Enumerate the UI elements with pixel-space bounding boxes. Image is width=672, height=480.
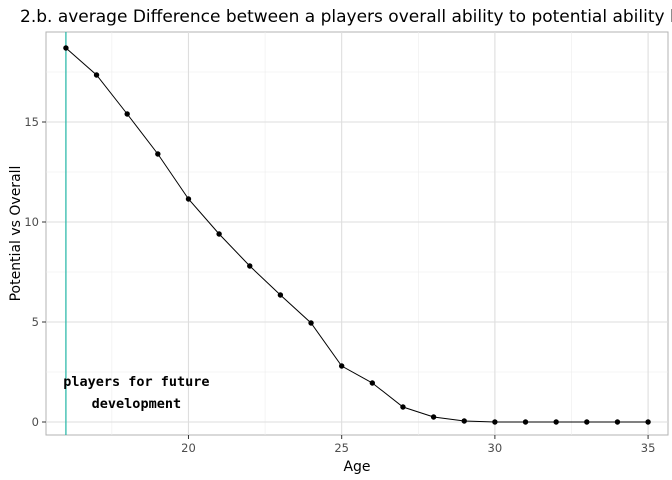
x-axis-title: Age (343, 459, 370, 475)
annotation-line: players for future (63, 374, 209, 390)
data-point (338, 363, 345, 369)
data-point (247, 263, 253, 269)
annotation-line: development (92, 396, 181, 412)
series-line (65, 47, 649, 423)
data-point (185, 196, 192, 202)
y-tick-label: 5 (32, 315, 39, 329)
data-point (216, 231, 222, 237)
grid-minor (46, 32, 668, 435)
grid-major (46, 32, 668, 435)
plot-panel (45, 31, 669, 436)
x-tick-label: 25 (334, 441, 349, 455)
chart-title: 2.b. average Difference between a player… (20, 7, 672, 27)
x-tick-label: 35 (641, 441, 656, 455)
annotation-text: players for future development (63, 374, 209, 412)
annotation-layer: players for future development (63, 374, 209, 412)
data-point (645, 419, 651, 425)
y-tick-label: 10 (24, 215, 39, 229)
points-layer (63, 45, 651, 425)
x-axis-ticks: 20 25 30 35 (181, 435, 655, 455)
data-point (277, 292, 284, 298)
data-point (492, 419, 498, 425)
data-point (584, 419, 590, 425)
data-point (369, 380, 376, 386)
series-layer (65, 47, 649, 423)
data-point (430, 414, 437, 420)
data-point (400, 404, 406, 410)
data-point (614, 419, 621, 425)
data-point (63, 45, 69, 51)
y-axis-ticks: 0 5 10 15 (24, 115, 46, 429)
y-tick-label: 0 (32, 415, 39, 429)
y-axis-title: Potential vs Overall (8, 166, 24, 302)
data-point (155, 151, 161, 157)
x-tick-label: 30 (488, 441, 503, 455)
data-point (461, 418, 467, 424)
data-point (93, 72, 100, 78)
x-tick-label: 20 (181, 441, 196, 455)
data-point (308, 320, 314, 326)
y-tick-label: 15 (24, 115, 39, 129)
data-point (553, 419, 559, 425)
data-point (124, 111, 130, 117)
data-point (522, 419, 529, 425)
